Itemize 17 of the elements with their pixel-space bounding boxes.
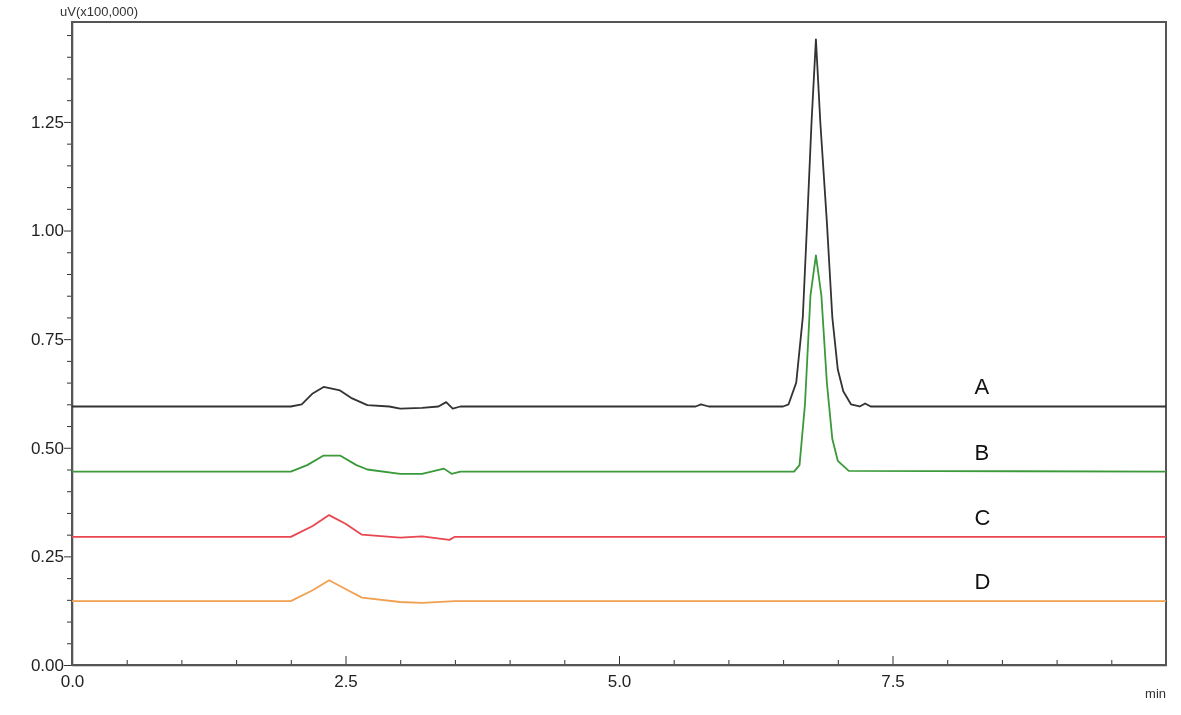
- x-axis-title: min: [1145, 686, 1166, 701]
- series-label: A: [974, 374, 990, 400]
- series-label: B: [974, 439, 990, 465]
- x-tick-label: 0.0: [60, 672, 85, 692]
- x-tick-label: 5.0: [607, 672, 632, 692]
- series-label: C: [974, 504, 991, 530]
- y-tick-label: 0.50: [30, 438, 64, 458]
- y-axis-title: uV(x100,000): [60, 4, 139, 19]
- x-tick-label: 7.5: [881, 672, 905, 692]
- y-tick-label: 1.00: [30, 221, 64, 241]
- series-label: D: [974, 569, 991, 595]
- y-tick-label: 0.00: [30, 655, 64, 675]
- y-tick-label: 1.25: [30, 112, 64, 132]
- line-series: [71, 254, 1167, 475]
- y-tick-label: 0.25: [30, 547, 64, 567]
- x-tick-label: 2.5: [334, 672, 358, 692]
- y-tick-label: 0.75: [30, 330, 64, 350]
